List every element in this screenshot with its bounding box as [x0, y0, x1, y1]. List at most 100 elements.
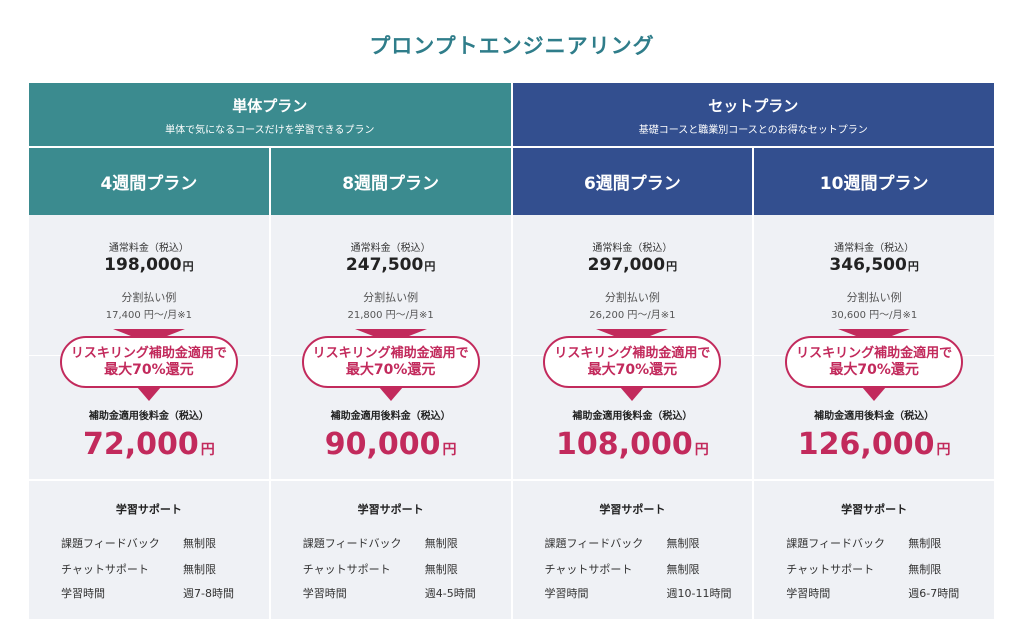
support-chat-label: チャットサポート: [544, 563, 633, 576]
support-chat: チャットサポート 無制限: [303, 561, 458, 577]
regular-fee-label: 通常料金（税込）: [108, 243, 189, 254]
after-price: 90,000 円: [271, 427, 511, 462]
after-fee-label: 補助金適用後料金（税込）: [88, 411, 209, 422]
price-row: 通常料金（税込） 198,000円 分割払い例 17,400 円〜/月※1 リス…: [29, 215, 994, 479]
support-hours: 学習時間 週4-5時間: [303, 585, 476, 601]
support-chat-value: 無制限: [666, 563, 700, 576]
support-feedback-value: 無制限: [908, 537, 942, 550]
after-price-value: 72,000: [82, 427, 199, 462]
support-chat: チャットサポート 無制限: [545, 561, 700, 577]
installment-label: 分割払い例: [604, 291, 660, 304]
support-feedback: 課題フィードバック 無制限: [545, 535, 700, 551]
support-chat-value: 無制限: [908, 563, 942, 576]
regular-fee-label: 通常料金（税込）: [834, 243, 915, 254]
installment-label: 分割払い例: [121, 291, 177, 304]
price-cell-8week: 通常料金（税込） 247,500円 分割払い例 21,800 円〜/月※1 リス…: [268, 215, 511, 479]
regular-price: 247,500円: [271, 255, 511, 275]
regular-fee-label: 通常料金（税込）: [592, 243, 673, 254]
subsidy-badge: リスキリング補助金適用で 最大70%還元: [301, 336, 480, 388]
regular-price: 346,500円: [754, 255, 994, 275]
support-feedback-value: 無制限: [183, 537, 216, 550]
regular-price: 297,000円: [513, 255, 753, 275]
page-title: プロンプトエンジニアリング: [369, 34, 655, 58]
regular-fee-label: 通常料金（税込）: [350, 243, 431, 254]
badge-arrow-down: [862, 387, 887, 401]
badge-line2: 最大70%還元: [104, 362, 194, 378]
plan-header-4week: 4週間プラン: [29, 148, 269, 215]
plan-header-10week: 10週間プラン: [752, 148, 994, 215]
support-hours-label: 学習時間: [786, 587, 831, 600]
badge-line2: 最大70%還元: [829, 362, 919, 378]
support-cell-8week: 学習サポート 課題フィードバック 無制限 チャットサポート 無制限 学習時間 週4-5…: [268, 481, 511, 619]
badge-line1: リスキリング補助金適用で: [312, 346, 469, 361]
support-feedback-value: 無制限: [424, 537, 458, 550]
installment-label: 分割払い例: [846, 291, 902, 304]
regular-price-value: 346,500: [829, 255, 907, 275]
plan-header-8week: 8週間プラン: [268, 148, 511, 215]
badge-line1: リスキリング補助金適用で: [554, 346, 711, 361]
support-title: 学習サポート: [357, 503, 424, 516]
group-single-plan: 単体プラン 単体で気になるコースだけを学習できるプラン: [29, 83, 511, 146]
badge-arrow-down: [136, 387, 161, 401]
support-chat-label: チャットサポート: [302, 563, 391, 576]
badge-line2: 最大70%還元: [587, 362, 678, 378]
after-fee-label: 補助金適用後料金（税込）: [814, 411, 935, 422]
after-price: 108,000 円: [513, 427, 753, 462]
plan-group-header-row: 単体プラン 単体で気になるコースだけを学習できるプラン セットプラン 基礎コース…: [29, 83, 994, 146]
group-description: 単体で気になるコースだけを学習できるプラン: [165, 125, 375, 136]
yen-unit: 円: [936, 442, 951, 458]
support-chat: チャットサポート 無制限: [786, 561, 941, 577]
support-hours-value: 週4-5時間: [424, 587, 476, 600]
yen-unit: 円: [442, 442, 457, 458]
support-hours-value: 週7-8時間: [183, 587, 234, 600]
plan-name-row: 4週間プラン 8週間プラン 6週間プラン 10週間プラン: [29, 146, 994, 215]
installment-value: 30,600 円〜/月※1: [830, 310, 918, 321]
yen-unit: 円: [694, 442, 709, 458]
support-feedback-value: 無制限: [666, 537, 700, 550]
price-cell-6week: 通常料金（税込） 297,000円 分割払い例 26,200 円〜/月※1 リス…: [510, 215, 753, 479]
support-chat-label: チャットサポート: [786, 563, 875, 576]
support-hours-label: 学習時間: [544, 587, 589, 600]
group-name: 単体プラン: [232, 97, 308, 115]
group-name: セットプラン: [708, 97, 799, 115]
regular-price: 198,000円: [29, 255, 269, 275]
installment-value: 17,400 円〜/月※1: [105, 310, 193, 321]
support-feedback-label: 課題フィードバック: [61, 537, 160, 550]
badge-line1: リスキリング補助金適用で: [70, 346, 227, 361]
support-feedback-label: 課題フィードバック: [786, 537, 886, 550]
support-hours: 学習時間 週10-11時間: [545, 585, 732, 601]
yen-unit: 円: [907, 260, 919, 273]
support-feedback: 課題フィードバック 無制限: [303, 535, 458, 551]
price-cell-4week: 通常料金（税込） 198,000円 分割払い例 17,400 円〜/月※1 リス…: [29, 215, 269, 479]
after-price-value: 90,000: [324, 427, 441, 462]
badge-arrow-down: [620, 387, 645, 401]
support-hours-value: 週6-7時間: [908, 587, 960, 600]
support-feedback: 課題フィードバック 無制限: [786, 535, 941, 551]
support-title: 学習サポート: [841, 503, 908, 516]
support-chat-value: 無制限: [424, 563, 458, 576]
support-feedback-label: 課題フィードバック: [544, 537, 644, 550]
regular-price-value: 198,000: [104, 255, 182, 275]
after-fee-label: 補助金適用後料金（税込）: [572, 411, 693, 422]
plan-header-6week: 6週間プラン: [510, 148, 753, 215]
regular-price-value: 247,500: [345, 255, 424, 275]
support-hours-label: 学習時間: [61, 587, 105, 600]
support-cell-10week: 学習サポート 課題フィードバック 無制限 チャットサポート 無制限 学習時間 週6-7…: [752, 481, 994, 619]
yen-unit: 円: [666, 260, 678, 273]
after-fee-label: 補助金適用後料金（税込）: [330, 411, 451, 422]
support-hours-value: 週10-11時間: [666, 587, 732, 600]
badge-line2: 最大70%還元: [345, 362, 436, 378]
installment-value: 21,800 円〜/月※1: [347, 310, 434, 321]
support-cell-6week: 学習サポート 課題フィードバック 無制限 チャットサポート 無制限 学習時間 週10-…: [510, 481, 753, 619]
support-title: 学習サポート: [599, 503, 666, 516]
after-price-value: 126,000: [797, 427, 935, 462]
installment-label: 分割払い例: [363, 291, 419, 304]
after-price-value: 108,000: [556, 427, 693, 462]
support-chat-value: 無制限: [183, 563, 216, 576]
group-description: 基礎コースと職業別コースとのお得なセットプラン: [638, 125, 868, 136]
support-cell-4week: 学習サポート 課題フィードバック 無制限 チャットサポート 無制限 学習時間 週7-8…: [29, 481, 269, 619]
badge-line1: リスキリング補助金適用で: [796, 346, 953, 361]
regular-price-value: 297,000: [587, 255, 666, 275]
support-feedback: 課題フィードバック 無制限: [61, 535, 216, 551]
support-feedback-label: 課題フィードバック: [302, 537, 402, 550]
